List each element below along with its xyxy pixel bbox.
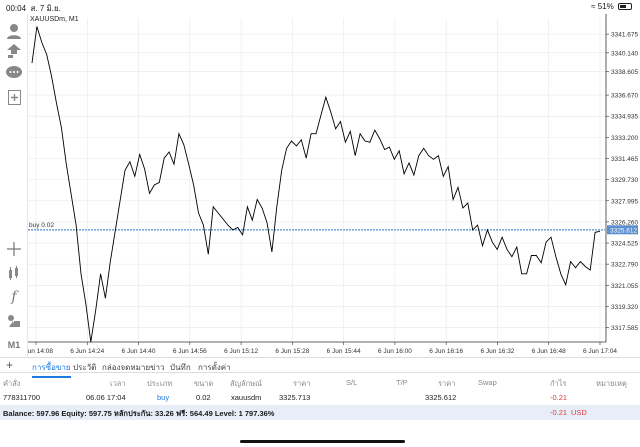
col-sl: S/L [346, 378, 358, 387]
y-tick-label: 3317.585 [611, 325, 638, 332]
objects-icon[interactable] [5, 312, 23, 330]
current-price-tag [607, 225, 638, 235]
x-tick-label: 6 Jun 14:40 [122, 348, 156, 355]
x-tick-label: 6 Jun 16:00 [378, 348, 412, 355]
y-tick-label: 3329.730 [611, 177, 638, 184]
col-profit: กำไร [550, 379, 567, 388]
status-date: ส. 7 มิ.ย. [30, 4, 61, 13]
tab-history[interactable]: ประวัติ [73, 363, 97, 372]
timeframe-button[interactable]: M1 [7, 340, 21, 350]
cell-type: buy [157, 393, 170, 402]
x-tick-label: 6 Jun 15:12 [224, 348, 258, 355]
tab-mailbox[interactable]: กล่องจดหมาย [102, 363, 151, 372]
battery-percent: 51% [597, 2, 614, 11]
new-order-icon[interactable] [5, 88, 23, 106]
x-tick-label: 6 Jun 17:04 [583, 348, 617, 355]
account-icon[interactable] [5, 22, 23, 40]
col-tp: T/P [396, 378, 408, 387]
balance-bar: Balance: 597.96 Equity: 597.75 หลักประกั… [0, 405, 640, 420]
balance-summary: Balance: 597.96 Equity: 597.75 หลักประกั… [3, 409, 275, 418]
col-comment: หมายเหตุ [596, 379, 627, 388]
x-tick-label: 6 Jun 16:32 [480, 348, 514, 355]
col-symbol: สัญลักษณ์ [230, 379, 263, 388]
y-tick-label: 3331.465 [611, 156, 638, 163]
positions-header: คำสั่ง เวลา ประเภท ขนาด สัญลักษณ์ ราคา S… [0, 376, 640, 390]
cell-size: 0.02 [196, 393, 211, 402]
col-size: ขนาด [194, 379, 214, 388]
y-tick-label: 3338.605 [611, 69, 638, 76]
x-tick-label: 6 Jun 14:08 [28, 348, 53, 355]
price-series-line [31, 26, 601, 343]
chart-title: XAUUSDm, M1 [30, 16, 79, 23]
col-type: ประเภท [147, 379, 173, 388]
x-tick-label: 6 Jun 15:28 [275, 348, 309, 355]
trade-icon[interactable] [5, 42, 23, 60]
tab-news[interactable]: ข่าว [150, 363, 165, 372]
status-time: 00:04 [6, 4, 27, 13]
balance-profit: -0.21 [550, 408, 568, 417]
chart-svg: 3341.675 3340.140 3338.605 3336.670 3334.935… [19, 14, 638, 355]
col-price: ราคา [438, 379, 456, 388]
balance-currency: USD [571, 408, 587, 417]
tab-settings[interactable]: การตั้งค่า [198, 363, 231, 372]
y-tick-label: 3340.140 [611, 50, 638, 57]
x-tick-label: 6 Jun 14:24 [70, 348, 104, 355]
cell-time: 06.06 17:04 [86, 393, 126, 402]
cell-price: 3325.612 [425, 393, 457, 402]
cell-profit: -0.21 [550, 393, 568, 402]
home-indicator [240, 440, 405, 443]
order-line-label: buy 0.02 [29, 222, 54, 229]
add-icon[interactable]: + [6, 358, 14, 372]
col-swap: Swap [478, 378, 497, 387]
col-time: เวลา [110, 379, 126, 388]
y-tick-label: 3326.260 [611, 219, 638, 226]
wifi-icon: ≈ [591, 2, 596, 11]
y-tick-label: 3327.995 [611, 198, 638, 205]
indicators-icon[interactable] [5, 264, 23, 282]
x-tick-label: 6 Jun 16:48 [532, 348, 566, 355]
status-bar: 00:04 ส. 7 มิ.ย. ≈ 51% [0, 0, 640, 14]
cell-symbol: xauusdm [231, 393, 262, 402]
battery-icon [618, 3, 632, 10]
bottom-tabs: + การซื้อขาย ประวัติ กล่องจดหมาย ข่าว บั… [0, 357, 640, 378]
y-tick-label: 3336.670 [611, 93, 638, 100]
left-toolbar: f M1 [0, 14, 28, 357]
y-tick-label: 3319.320 [611, 304, 638, 311]
y-tick-label: 3321.055 [611, 283, 638, 290]
y-tick-label: 3341.675 [611, 32, 638, 39]
y-tick-label: 3324.525 [611, 241, 638, 248]
x-tick-label: 6 Jun 16:16 [429, 348, 463, 355]
col-order: คำสั่ง [3, 379, 21, 388]
x-tick-label: 6 Jun 15:44 [327, 348, 361, 355]
current-price-label: 3325.612 [610, 227, 637, 234]
y-tick-label: 3333.200 [611, 135, 638, 142]
price-chart[interactable]: 3341.675 3340.140 3338.605 3336.670 3334.935… [19, 14, 640, 357]
cell-order: 778311700 [3, 393, 40, 402]
tab-journal[interactable]: บันทึก [170, 363, 191, 372]
col-open-price: ราคา [293, 379, 311, 388]
y-tick-label: 3322.790 [611, 262, 638, 269]
crosshair-icon[interactable] [5, 240, 23, 258]
table-row[interactable]: 778311700 06.06 17:04 buy 0.02 xauusdm 3… [0, 391, 640, 405]
y-tick-label: 3334.935 [611, 114, 638, 121]
function-icon[interactable]: f [11, 289, 17, 305]
cell-open-price: 3325.713 [279, 393, 311, 402]
x-tick-label: 6 Jun 14:56 [173, 348, 207, 355]
tab-trade[interactable]: การซื้อขาย [32, 363, 71, 378]
chat-icon[interactable] [5, 64, 23, 82]
